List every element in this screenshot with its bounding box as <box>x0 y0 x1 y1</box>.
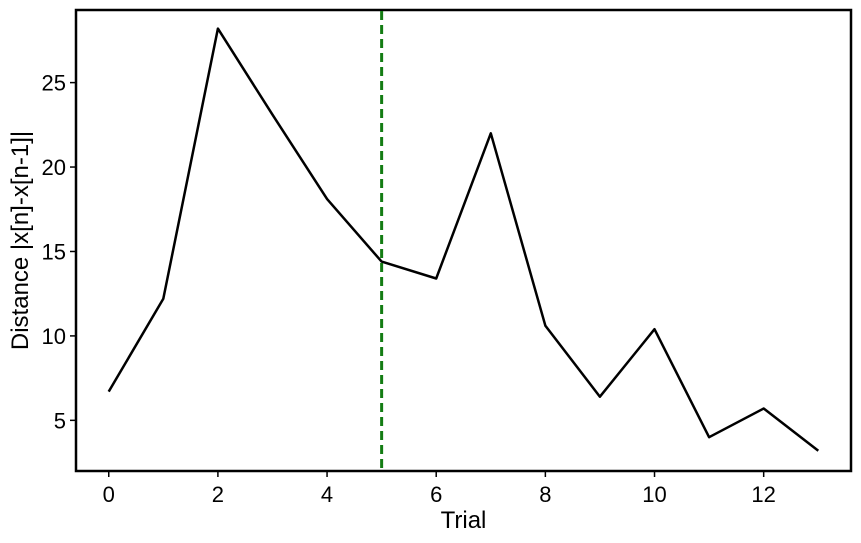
x-tick-label: 0 <box>103 482 115 507</box>
x-tick-label: 10 <box>642 482 666 507</box>
y-tick-label: 10 <box>42 324 66 349</box>
y-tick-label: 15 <box>42 239 66 264</box>
series-line <box>107 27 820 452</box>
y-tick-label: 5 <box>54 408 66 433</box>
plot-area <box>74 8 853 473</box>
x-tick-label: 12 <box>751 482 775 507</box>
x-tick-label: 4 <box>321 482 333 507</box>
x-tick-label: 2 <box>212 482 224 507</box>
y-axis-ticks: 5 10 15 20 25 <box>42 71 76 433</box>
x-axis-label: Trial <box>441 507 487 534</box>
plot-frame <box>74 8 853 473</box>
x-tick-label: 8 <box>539 482 551 507</box>
y-tick-label: 25 <box>42 71 66 96</box>
series-layer <box>107 27 820 452</box>
y-axis-label: Distance |x[n]-x[n-1]| <box>7 131 34 350</box>
x-axis-ticks: 0 2 4 6 8 10 12 <box>103 471 776 507</box>
x-tick-label: 6 <box>430 482 442 507</box>
y-tick-label: 20 <box>42 155 66 180</box>
